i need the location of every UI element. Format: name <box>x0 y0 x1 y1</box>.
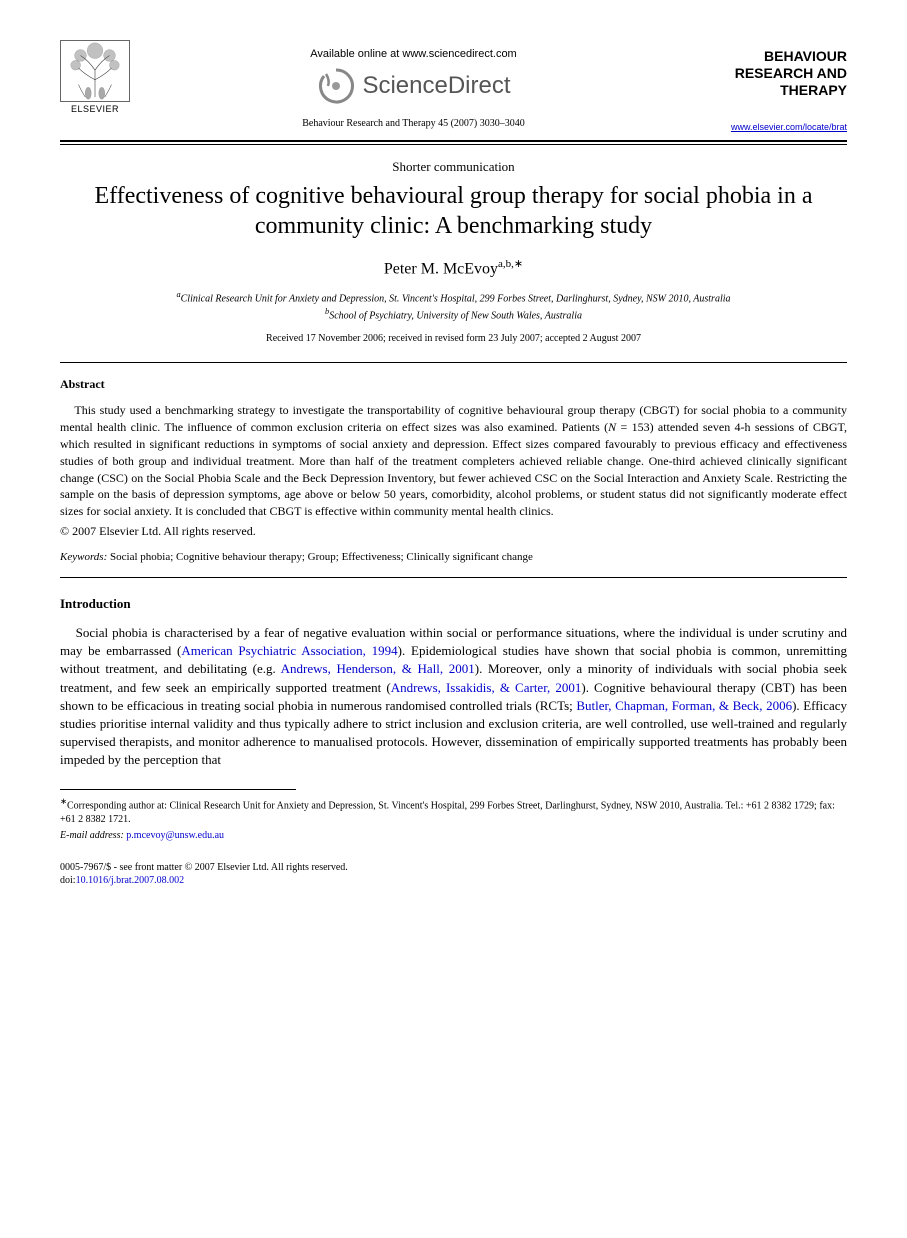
author-name: Peter M. McEvoy <box>384 261 498 278</box>
email-label: E-mail address: <box>60 830 124 841</box>
keywords-line: Keywords: Social phobia; Cognitive behav… <box>60 551 847 563</box>
article-type: Shorter communication <box>60 159 847 175</box>
author-superscript: a,b,∗ <box>498 258 523 270</box>
abstract-n-label: N <box>608 420 616 434</box>
citation-link[interactable]: Andrews, Henderson, & Hall, 2001 <box>281 661 475 676</box>
email-link[interactable]: p.mcevoy@unsw.edu.au <box>124 830 224 841</box>
header-center: Available online at www.sciencedirect.co… <box>130 40 697 129</box>
header-row: ELSEVIER Available online at www.science… <box>60 40 847 132</box>
bottom-info: 0005-7967/$ - see front matter © 2007 El… <box>60 861 847 887</box>
journal-name-line: BEHAVIOUR <box>697 48 847 65</box>
article-dates: Received 17 November 2006; received in r… <box>60 333 847 344</box>
abstract-bottom-rule <box>60 577 847 578</box>
keywords-label: Keywords: <box>60 551 107 563</box>
elsevier-tree-icon <box>60 40 130 102</box>
elsevier-label: ELSEVIER <box>60 104 130 114</box>
journal-url-link[interactable]: www.elsevier.com/locate/brat <box>697 122 847 132</box>
abstract-text-post: = 153) attended seven 4-h sessions of CB… <box>60 420 847 518</box>
copyright-line: © 2007 Elsevier Ltd. All rights reserved… <box>60 524 847 539</box>
author-line: Peter M. McEvoya,b,∗ <box>60 257 847 278</box>
sciencedirect-swoosh-icon <box>316 66 356 106</box>
abstract-body: This study used a benchmarking strategy … <box>60 402 847 520</box>
affiliation-b-text: School of Psychiatry, University of New … <box>329 310 582 321</box>
citation-link[interactable]: Andrews, Issakidis, & Carter, 2001 <box>391 680 582 695</box>
journal-name-line: THERAPY <box>697 82 847 99</box>
affiliation-a: aClinical Research Unit for Anxiety and … <box>60 289 847 306</box>
available-online-text: Available online at www.sciencedirect.co… <box>130 48 697 60</box>
abstract-heading: Abstract <box>60 377 847 392</box>
keywords-text: Social phobia; Cognitive behaviour thera… <box>107 551 533 563</box>
affiliation-b: bSchool of Psychiatry, University of New… <box>60 306 847 323</box>
doi-prefix: doi: <box>60 875 76 886</box>
citation-link[interactable]: American Psychiatric Association, 1994 <box>181 643 397 658</box>
sciencedirect-logo: ScienceDirect <box>130 66 697 106</box>
header-rule-thin <box>60 144 847 145</box>
journal-name-block: BEHAVIOUR RESEARCH AND THERAPY www.elsev… <box>697 40 847 132</box>
elsevier-logo: ELSEVIER <box>60 40 130 120</box>
corresponding-author: ∗Corresponding author at: Clinical Resea… <box>60 796 847 826</box>
doi-line: doi:10.1016/j.brat.2007.08.002 <box>60 874 847 887</box>
corresponding-text: Corresponding author at: Clinical Resear… <box>60 801 835 826</box>
footer-separator <box>60 789 296 790</box>
issn-line: 0005-7967/$ - see front matter © 2007 El… <box>60 861 847 874</box>
citation-link[interactable]: Butler, Chapman, Forman, & Beck, 2006 <box>576 698 792 713</box>
introduction-paragraph: Social phobia is characterised by a fear… <box>60 624 847 770</box>
article-title: Effectiveness of cognitive behavioural g… <box>60 181 847 241</box>
abstract-top-rule <box>60 362 847 363</box>
email-line: E-mail address: p.mcevoy@unsw.edu.au <box>60 830 847 841</box>
introduction-heading: Introduction <box>60 596 847 612</box>
journal-reference: Behaviour Research and Therapy 45 (2007)… <box>130 118 697 129</box>
doi-link[interactable]: 10.1016/j.brat.2007.08.002 <box>76 875 185 886</box>
asterisk-icon: ∗ <box>60 797 67 806</box>
affiliation-a-text: Clinical Research Unit for Anxiety and D… <box>181 293 731 304</box>
header-rule-thick <box>60 140 847 142</box>
affiliations: aClinical Research Unit for Anxiety and … <box>60 289 847 324</box>
sciencedirect-text: ScienceDirect <box>362 72 510 100</box>
journal-name-line: RESEARCH AND <box>697 65 847 82</box>
